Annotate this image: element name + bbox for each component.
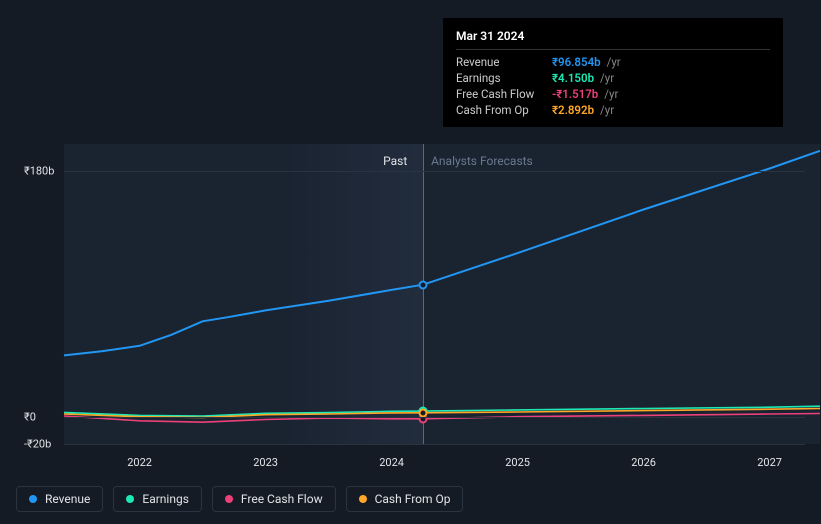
series-marker-revenue	[419, 280, 428, 289]
tooltip-row-value: ₹2.892b	[552, 103, 594, 117]
x-axis-tick-label: 2025	[505, 456, 530, 469]
legend-item-revenue[interactable]: Revenue	[16, 486, 103, 512]
x-axis-tick-label: 2027	[757, 456, 782, 469]
tooltip-row-label: Revenue	[456, 55, 546, 69]
series-line-revenue	[64, 151, 820, 356]
tooltip-row: Revenue ₹96.854b/yr	[444, 54, 782, 70]
tooltip-row-label: Cash From Op	[456, 103, 546, 117]
legend-dot-icon	[359, 495, 367, 503]
tooltip-row-unit: /yr	[607, 55, 621, 69]
chart-tooltip: Mar 31 2024 Revenue ₹96.854b/yr Earnings ₹4…	[443, 18, 783, 127]
tooltip-row: Earnings ₹4.150b/yr	[444, 70, 782, 86]
legend-dot-icon	[225, 495, 233, 503]
legend-dot-icon	[126, 495, 134, 503]
chart-container: Past Analysts Forecasts Mar 31 2024 Reve…	[16, 0, 805, 524]
tooltip-row-value: ₹4.150b	[552, 71, 594, 85]
plot-area[interactable]: Past Analysts Forecasts	[64, 144, 820, 444]
tooltip-row-label: Earnings	[456, 71, 546, 85]
tooltip-row-label: Free Cash Flow	[456, 87, 546, 101]
legend-item-label: Free Cash Flow	[241, 492, 323, 506]
x-axis-tick-label: 2022	[127, 456, 152, 469]
legend-item-label: Revenue	[45, 492, 90, 506]
x-axis-tick-label: 2026	[631, 456, 656, 469]
tooltip-row: Free Cash Flow -₹1.517b/yr	[444, 86, 782, 102]
y-gridline	[64, 171, 805, 172]
tooltip-row: Cash From Op ₹2.892b/yr	[444, 102, 782, 118]
chart-lines-svg	[64, 144, 820, 444]
tooltip-row-unit: /yr	[600, 71, 614, 85]
y-gridline	[64, 444, 805, 445]
tooltip-row-unit: /yr	[604, 87, 618, 101]
legend-item-label: Cash From Op	[375, 492, 451, 506]
legend-dot-icon	[29, 495, 37, 503]
y-axis-tick-label: ₹180b	[24, 165, 54, 178]
y-axis-tick-label: ₹0	[24, 410, 36, 423]
chart-legend: Revenue Earnings Free Cash Flow Cash From O…	[16, 486, 463, 512]
legend-item-fcf[interactable]: Free Cash Flow	[212, 486, 336, 512]
x-axis-tick-label: 2024	[379, 456, 404, 469]
legend-item-earnings[interactable]: Earnings	[113, 486, 202, 512]
legend-item-cfo[interactable]: Cash From Op	[346, 486, 464, 512]
tooltip-row-value: -₹1.517b	[552, 87, 598, 101]
legend-item-label: Earnings	[142, 492, 189, 506]
y-axis-tick-label: -₹20b	[24, 438, 51, 451]
tooltip-divider	[456, 49, 770, 50]
x-axis-tick-label: 2023	[253, 456, 278, 469]
y-gridline	[64, 417, 805, 418]
tooltip-date: Mar 31 2024	[444, 29, 782, 49]
tooltip-row-value: ₹96.854b	[552, 55, 601, 69]
tooltip-row-unit: /yr	[600, 103, 614, 117]
